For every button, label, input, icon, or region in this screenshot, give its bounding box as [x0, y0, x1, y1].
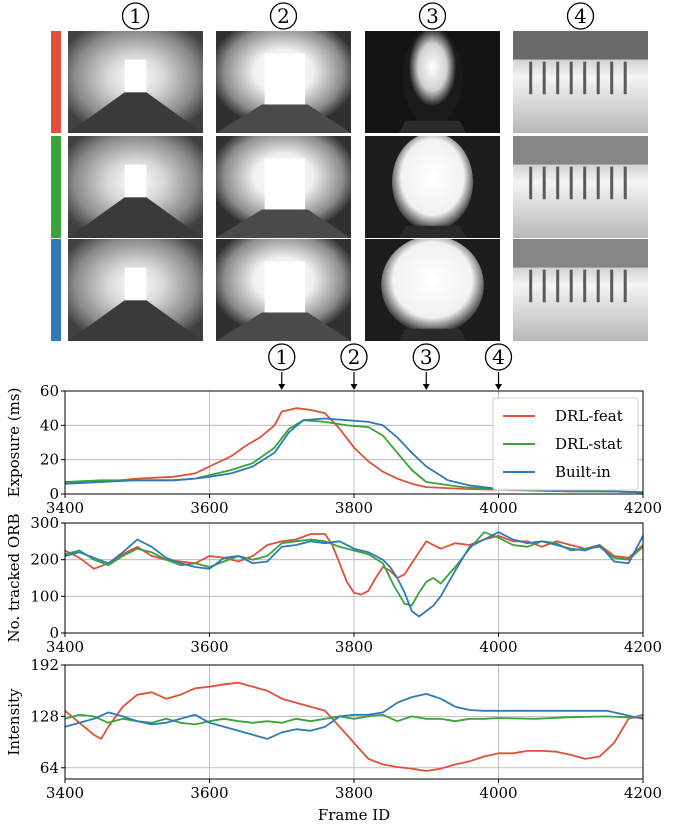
row-color-bar: [51, 31, 61, 133]
camera-frame: [365, 239, 500, 341]
x-tick-label: 4200: [624, 638, 662, 656]
circle-marker-label: 3: [426, 4, 439, 28]
y-axis-label: Intensity: [5, 688, 23, 756]
circle-marker-4: [566, 2, 595, 30]
row-color-bar: [51, 239, 61, 341]
x-axis-label: Frame ID: [318, 806, 390, 824]
y-tick-label: 192: [30, 656, 59, 674]
marker-label: 3: [420, 345, 433, 369]
series-line-drl-feat: [65, 681, 643, 772]
chart-panel-1: 3400 3600 3800 4000 4200 0 20 40 60 Exposure (ms)…: [5, 343, 662, 517]
camera-frame: [216, 136, 351, 238]
marker-label: 2: [348, 345, 361, 369]
series-line-built-in: [65, 693, 643, 740]
x-tick-label: 3400: [46, 638, 84, 656]
circle-marker-2: [269, 2, 298, 30]
camera-frame: [513, 31, 648, 133]
x-tick-label: 3400: [46, 499, 84, 517]
y-tick-label: 60: [40, 382, 59, 400]
x-tick-label: 4000: [479, 499, 517, 517]
x-tick-label: 4000: [479, 784, 517, 802]
circle-marker-label: 1: [129, 4, 142, 28]
y-tick-label: 0: [49, 485, 59, 503]
row-color-bar: [51, 136, 61, 238]
camera-frame: [513, 239, 648, 341]
series-line-built-in: [65, 531, 643, 618]
marker-label: 4: [492, 345, 505, 369]
marker-circle-3: [412, 343, 440, 371]
y-axis-label: No. tracked ORB: [5, 514, 23, 643]
x-tick-label: 4000: [479, 638, 517, 656]
marker-arrow-head: [422, 384, 430, 390]
chart-panel-2: 3400 3600 3800 4000 4200 0 100 200 300 No. tracke…: [5, 514, 662, 656]
x-tick-label: 3600: [190, 499, 228, 517]
y-tick-label: 200: [30, 551, 59, 569]
camera-frame: [68, 31, 203, 133]
chart-panel-3: 3400 3600 3800 4000 4200 64 128 192 Intensity Fra…: [5, 656, 662, 824]
y-tick-label: 128: [30, 707, 59, 725]
camera-frame: [68, 136, 203, 238]
marker-label: 1: [275, 345, 288, 369]
y-tick-label: 0: [49, 624, 59, 642]
marker-arrow-head: [495, 384, 502, 390]
x-tick-label: 4200: [624, 499, 662, 517]
camera-frame: [216, 239, 351, 341]
x-tick-label: 3600: [190, 784, 228, 802]
x-tick-label: 3800: [335, 499, 373, 517]
series-line-drl-feat: [65, 407, 643, 494]
y-axis-label: Exposure (ms): [5, 388, 23, 498]
legend-label: Built-in: [555, 463, 611, 481]
legend-box: [492, 397, 639, 491]
x-tick-label: 4200: [624, 784, 662, 802]
camera-frame: [513, 136, 648, 238]
marker-circle-2: [340, 343, 368, 371]
y-tick-label: 40: [40, 416, 59, 434]
x-tick-label: 3800: [335, 784, 373, 802]
x-tick-label: 3800: [335, 638, 373, 656]
marker-arrow-head: [278, 384, 286, 390]
legend-label: DRL-stat: [555, 435, 622, 453]
y-tick-label: 64: [40, 759, 59, 777]
x-tick-label: 3600: [190, 638, 228, 656]
circle-marker-label: 4: [574, 4, 587, 28]
camera-frame: [216, 31, 351, 133]
legend-label: DRL-feat: [555, 407, 623, 425]
marker-arrow-head: [350, 384, 358, 390]
marker-circle-1: [268, 343, 296, 371]
y-tick-label: 100: [30, 587, 59, 605]
y-tick-label: 300: [30, 514, 59, 532]
camera-frame: [365, 31, 500, 133]
camera-frame: [365, 136, 500, 238]
circle-marker-label: 2: [277, 4, 290, 28]
x-tick-label: 3400: [46, 784, 84, 802]
camera-frame: [68, 239, 203, 341]
circle-marker-3: [418, 2, 447, 30]
marker-circle-4: [484, 343, 513, 371]
circle-marker-1: [121, 2, 150, 30]
y-tick-label: 20: [40, 451, 59, 469]
series-line-drl-stat: [65, 713, 643, 726]
